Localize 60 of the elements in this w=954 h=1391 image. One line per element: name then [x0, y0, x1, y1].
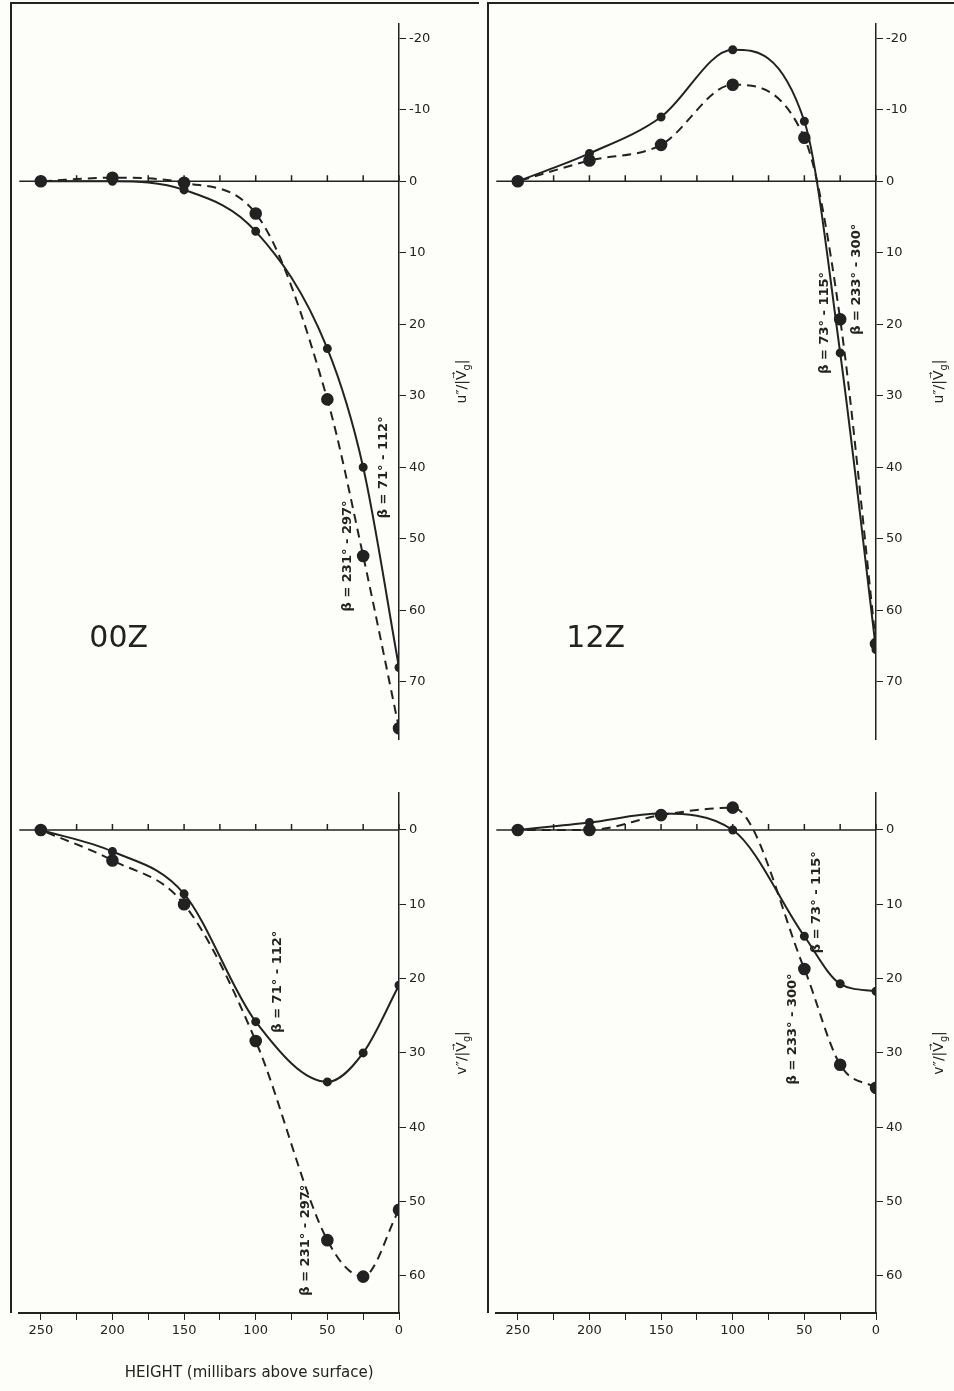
y-tick-label: -20	[886, 29, 908, 45]
y-tick-label: 20	[886, 969, 903, 985]
y-tick-label: 50	[886, 530, 903, 546]
y-tick-label: 30	[886, 1044, 903, 1060]
x-tick-label: 150	[171, 1322, 197, 1338]
y-tick-label: 30	[886, 387, 903, 403]
text: β = 233° - 300°	[783, 973, 799, 1085]
y-tick-label: 60	[409, 601, 426, 617]
y-tick-label: 50	[409, 530, 426, 546]
x-tick-label: 200	[100, 1322, 125, 1338]
y-tick-label: 0	[409, 172, 418, 188]
y-tick-label: 30	[409, 1044, 426, 1060]
y-tick-label: -20	[409, 29, 431, 45]
x-tick-label: 200	[577, 1322, 602, 1338]
y-tick-label: 20	[409, 315, 426, 331]
y-tick-label: 40	[409, 1118, 426, 1134]
text: β = 233° - 300°	[847, 223, 863, 335]
y-tick-label: 10	[886, 244, 903, 260]
y-tick-label: 0	[409, 821, 418, 837]
y-tick-label: 20	[886, 315, 903, 331]
y-tick-label: 0	[886, 172, 895, 188]
y-axis-title: u″/|V⃗g|	[929, 359, 950, 404]
x-tick-label: 250	[505, 1322, 531, 1338]
y-tick-label: 40	[886, 1118, 903, 1134]
x-tick-label: 150	[648, 1322, 674, 1338]
text: β = 71° - 112°	[269, 930, 285, 1033]
y-tick-label: 10	[409, 895, 426, 911]
y-tick-label: 60	[886, 601, 903, 617]
y-tick-label: 40	[886, 458, 903, 474]
y-tick-label: 70	[886, 673, 903, 689]
y-tick-label: 50	[409, 1192, 426, 1208]
y-axis-title: u″/|V⃗g|	[452, 359, 473, 404]
y-tick-label: 60	[409, 1267, 426, 1283]
text: β = 231° - 297°	[296, 1184, 312, 1296]
y-tick-label: 0	[886, 821, 895, 837]
y-tick-label: 30	[409, 387, 426, 403]
text: β = 73° - 115°	[815, 271, 831, 374]
text: β = 71° - 112°	[374, 416, 390, 519]
y-tick-label: 60	[886, 1267, 903, 1283]
x-tick-label: 250	[28, 1322, 54, 1338]
x-tick-label: 100	[243, 1322, 269, 1338]
x-tick-label: 50	[319, 1322, 336, 1338]
x-tick-label: 0	[394, 1322, 404, 1338]
y-tick-label: 50	[886, 1192, 903, 1208]
y-axis-title: v″/|V⃗g|	[929, 1031, 950, 1075]
y-tick-label: -10	[886, 101, 908, 117]
y-tick-label: -10	[409, 101, 431, 117]
y-tick-label: 20	[409, 969, 426, 985]
text: 12Z	[566, 618, 626, 654]
text: 00Z	[89, 618, 149, 654]
y-axis-title: v″/|V⃗g|	[452, 1031, 473, 1075]
x-tick-label: 50	[796, 1322, 813, 1338]
y-tick-label: 70	[409, 673, 426, 689]
y-tick-label: 40	[409, 458, 426, 474]
x-tick-label: 0	[871, 1322, 881, 1338]
y-tick-label: 10	[886, 895, 903, 911]
y-tick-label: 10	[409, 244, 426, 260]
text: β = 231° - 297°	[338, 500, 354, 612]
x-tick-label: 100	[720, 1322, 746, 1338]
x-axis-title: HEIGHT (millibars above surface)	[124, 1363, 374, 1381]
